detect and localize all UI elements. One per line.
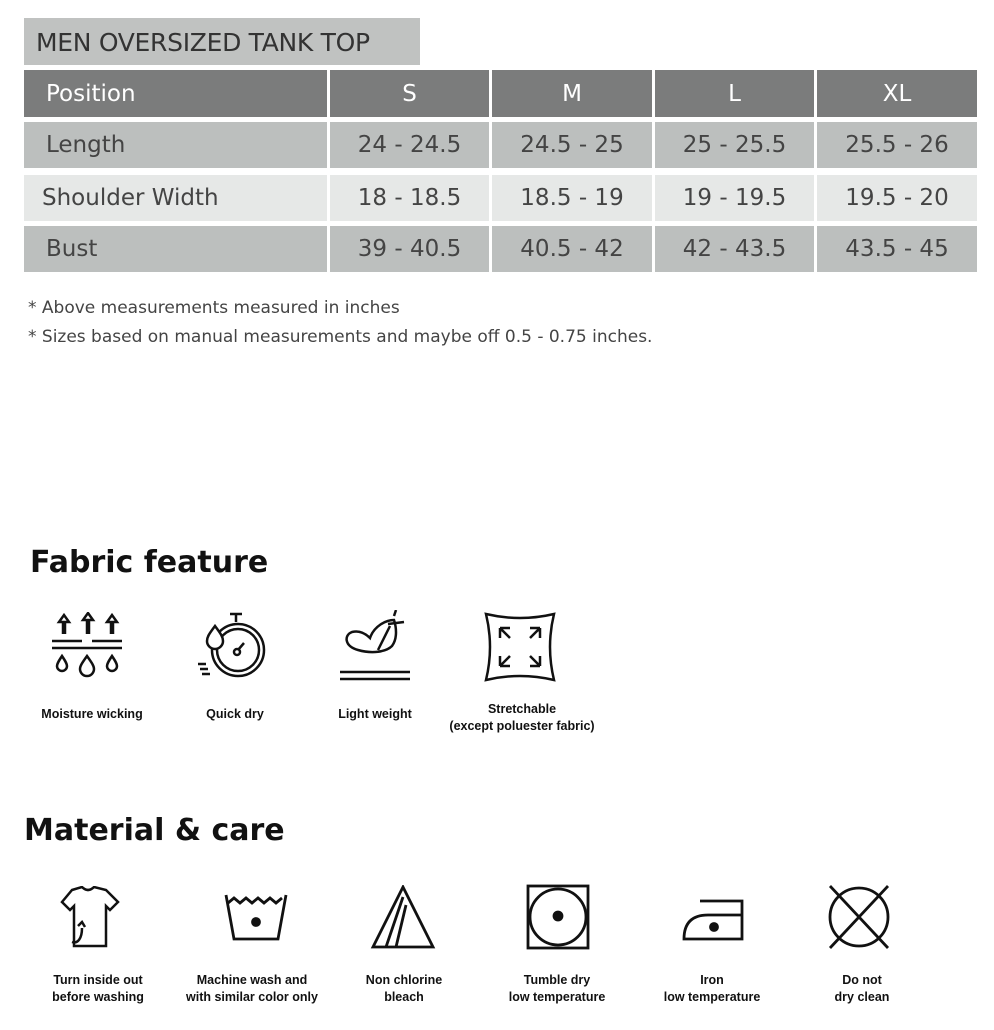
care-heading: Material & care — [24, 813, 285, 848]
table-cell: 24.5 - 25 — [492, 122, 652, 168]
non-chlorine-bleach-icon — [370, 885, 436, 949]
machine-wash-icon — [224, 894, 288, 941]
care-label-do-not-dry-clean: Do not dry clean — [834, 973, 890, 1004]
row-label-length: Length — [24, 122, 327, 168]
fabric-label-light-weight: Light weight — [338, 707, 412, 721]
care-label-machine-wash: Machine wash and with similar color only — [186, 973, 318, 1004]
note-units: * Above measurements measured in inches — [28, 298, 400, 318]
care-label-turn-inside-out: Turn inside out before washing — [52, 973, 144, 1004]
table-cell: 42 - 43.5 — [655, 226, 814, 272]
care-label-tumble-dry: Tumble dry low temperature — [508, 973, 606, 1004]
iron-low-icon — [682, 899, 744, 941]
table-cell: 25.5 - 26 — [817, 122, 977, 168]
fabric-heading: Fabric feature — [30, 545, 269, 580]
care-label-iron: Iron low temperature — [663, 973, 761, 1004]
fabric-label-stretchable: Stretchable (except poluester fabric) — [449, 702, 595, 733]
fabric-label-quick-dry: Quick dry — [206, 707, 264, 721]
row-label-bust: Bust — [24, 226, 327, 272]
row-label-shoulder-width: Shoulder Width — [24, 175, 327, 221]
table-cell: 40.5 - 42 — [492, 226, 652, 272]
table-cell: 39 - 40.5 — [330, 226, 489, 272]
light-weight-icon — [340, 610, 410, 681]
quick-dry-icon — [198, 612, 266, 678]
header-m: M — [492, 70, 652, 117]
table-title: MEN OVERSIZED TANK TOP — [24, 18, 420, 65]
care-label-non-chlorine-bleach: Non chlorine bleach — [365, 973, 443, 1004]
table-cell: 18.5 - 19 — [492, 175, 652, 221]
table-cell: 19.5 - 20 — [817, 175, 977, 221]
stretchable-icon — [484, 612, 556, 682]
moisture-wicking-icon — [52, 612, 122, 678]
header-l: L — [655, 70, 814, 117]
tumble-dry-low-icon — [526, 884, 590, 950]
table-cell: 19 - 19.5 — [655, 175, 814, 221]
table-cell: 25 - 25.5 — [655, 122, 814, 168]
turn-inside-out-icon — [60, 886, 120, 948]
table-cell: 24 - 24.5 — [330, 122, 489, 168]
note-tolerance: * Sizes based on manual measurements and… — [28, 327, 653, 347]
header-s: S — [330, 70, 489, 117]
header-xl: XL — [817, 70, 977, 117]
table-cell: 18 - 18.5 — [330, 175, 489, 221]
table-cell: 43.5 - 45 — [817, 226, 977, 272]
header-position: Position — [24, 70, 327, 117]
fabric-label-moisture-wicking: Moisture wicking — [41, 707, 143, 721]
do-not-dry-clean-icon — [828, 885, 890, 949]
